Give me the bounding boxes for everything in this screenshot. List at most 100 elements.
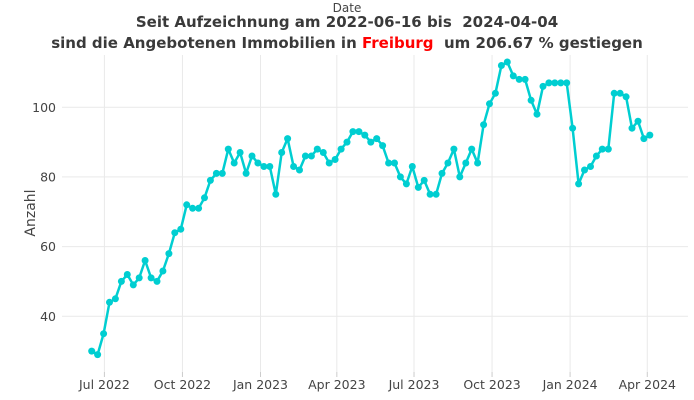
x-axis-title: Date [332, 1, 362, 15]
data-point[interactable] [236, 149, 244, 156]
data-point[interactable] [147, 274, 155, 282]
data-point[interactable] [278, 149, 286, 156]
data-point[interactable] [396, 173, 404, 181]
data-point[interactable] [456, 173, 464, 181]
data-point[interactable] [349, 128, 357, 136]
data-point[interactable] [272, 190, 280, 198]
data-point[interactable] [106, 298, 113, 306]
data-point[interactable] [598, 145, 606, 153]
data-point[interactable] [183, 201, 191, 209]
data-point[interactable] [224, 145, 232, 153]
data-point[interactable] [373, 135, 381, 143]
data-point[interactable] [325, 159, 333, 167]
data-point[interactable] [201, 194, 208, 202]
data-point[interactable] [408, 163, 416, 170]
data-point[interactable] [521, 75, 529, 83]
data-point[interactable] [307, 152, 315, 160]
data-point[interactable] [486, 100, 493, 108]
data-point[interactable] [587, 163, 594, 170]
data-point[interactable] [551, 79, 559, 87]
data-point[interactable] [88, 347, 96, 355]
data-point[interactable] [159, 267, 167, 275]
data-point[interactable] [539, 82, 547, 90]
data-point[interactable] [361, 131, 369, 139]
data-point[interactable] [290, 163, 298, 170]
data-point[interactable] [230, 159, 238, 167]
data-point[interactable] [616, 89, 624, 97]
data-point[interactable] [444, 159, 452, 167]
data-point[interactable] [604, 145, 612, 153]
data-point[interactable] [301, 152, 309, 160]
data-point[interactable] [545, 79, 553, 87]
data-point[interactable] [432, 190, 440, 198]
data-point[interactable] [527, 96, 535, 104]
data-point[interactable] [331, 156, 339, 163]
data-point[interactable] [462, 159, 470, 167]
data-point[interactable] [141, 257, 149, 264]
data-point[interactable] [575, 180, 583, 188]
data-point[interactable] [212, 169, 220, 177]
data-point[interactable] [218, 169, 226, 177]
data-point[interactable] [367, 138, 375, 146]
chart-title: Seit Aufzeichnung am 2022-06-16 bis 2024… [0, 12, 694, 54]
data-point[interactable] [426, 190, 434, 198]
data-point[interactable] [610, 89, 618, 97]
data-point[interactable] [153, 277, 161, 285]
data-point[interactable] [569, 124, 577, 132]
data-point[interactable] [206, 176, 214, 184]
data-point[interactable] [628, 124, 636, 132]
y-tick-label: 60 [40, 239, 56, 254]
data-point[interactable] [581, 166, 588, 174]
data-point[interactable] [260, 163, 268, 170]
data-point[interactable] [646, 131, 654, 139]
data-point[interactable] [385, 159, 393, 167]
data-point[interactable] [177, 225, 185, 233]
data-point[interactable] [313, 145, 321, 153]
data-point[interactable] [117, 277, 125, 285]
x-tick-label: Jan 2024 [542, 377, 598, 392]
data-point[interactable] [248, 152, 256, 160]
data-point[interactable] [171, 229, 179, 237]
data-point[interactable] [242, 169, 250, 177]
data-point[interactable] [509, 72, 517, 80]
data-point[interactable] [254, 159, 262, 167]
data-point[interactable] [414, 183, 422, 191]
data-point[interactable] [195, 204, 203, 212]
data-point[interactable] [296, 166, 303, 174]
data-point[interactable] [497, 62, 505, 69]
data-point[interactable] [189, 204, 197, 212]
data-point[interactable] [391, 159, 398, 167]
data-point[interactable] [111, 295, 119, 303]
data-point[interactable] [402, 180, 410, 188]
data-point[interactable] [284, 135, 292, 143]
data-point[interactable] [450, 145, 458, 153]
data-point[interactable] [468, 145, 476, 153]
data-point[interactable] [634, 117, 642, 125]
data-point[interactable] [557, 79, 565, 87]
data-point[interactable] [515, 75, 523, 83]
data-point[interactable] [123, 271, 131, 278]
data-point[interactable] [438, 169, 446, 177]
data-point[interactable] [622, 93, 630, 101]
data-point[interactable] [533, 110, 541, 118]
data-point[interactable] [480, 121, 488, 129]
data-point[interactable] [94, 351, 102, 359]
data-point[interactable] [343, 138, 351, 146]
data-point[interactable] [135, 274, 143, 282]
data-point[interactable] [563, 79, 571, 87]
data-point[interactable] [379, 142, 387, 150]
data-point[interactable] [474, 159, 482, 167]
data-point[interactable] [337, 145, 345, 153]
data-point[interactable] [420, 176, 428, 184]
data-point[interactable] [491, 89, 499, 97]
data-point[interactable] [355, 128, 363, 136]
data-point[interactable] [592, 152, 600, 160]
data-point[interactable] [165, 250, 173, 258]
data-point[interactable] [640, 135, 648, 143]
data-point[interactable] [100, 330, 108, 338]
data-point[interactable] [266, 163, 274, 170]
data-point[interactable] [503, 58, 511, 66]
data-point[interactable] [129, 281, 137, 289]
data-point[interactable] [319, 149, 327, 156]
